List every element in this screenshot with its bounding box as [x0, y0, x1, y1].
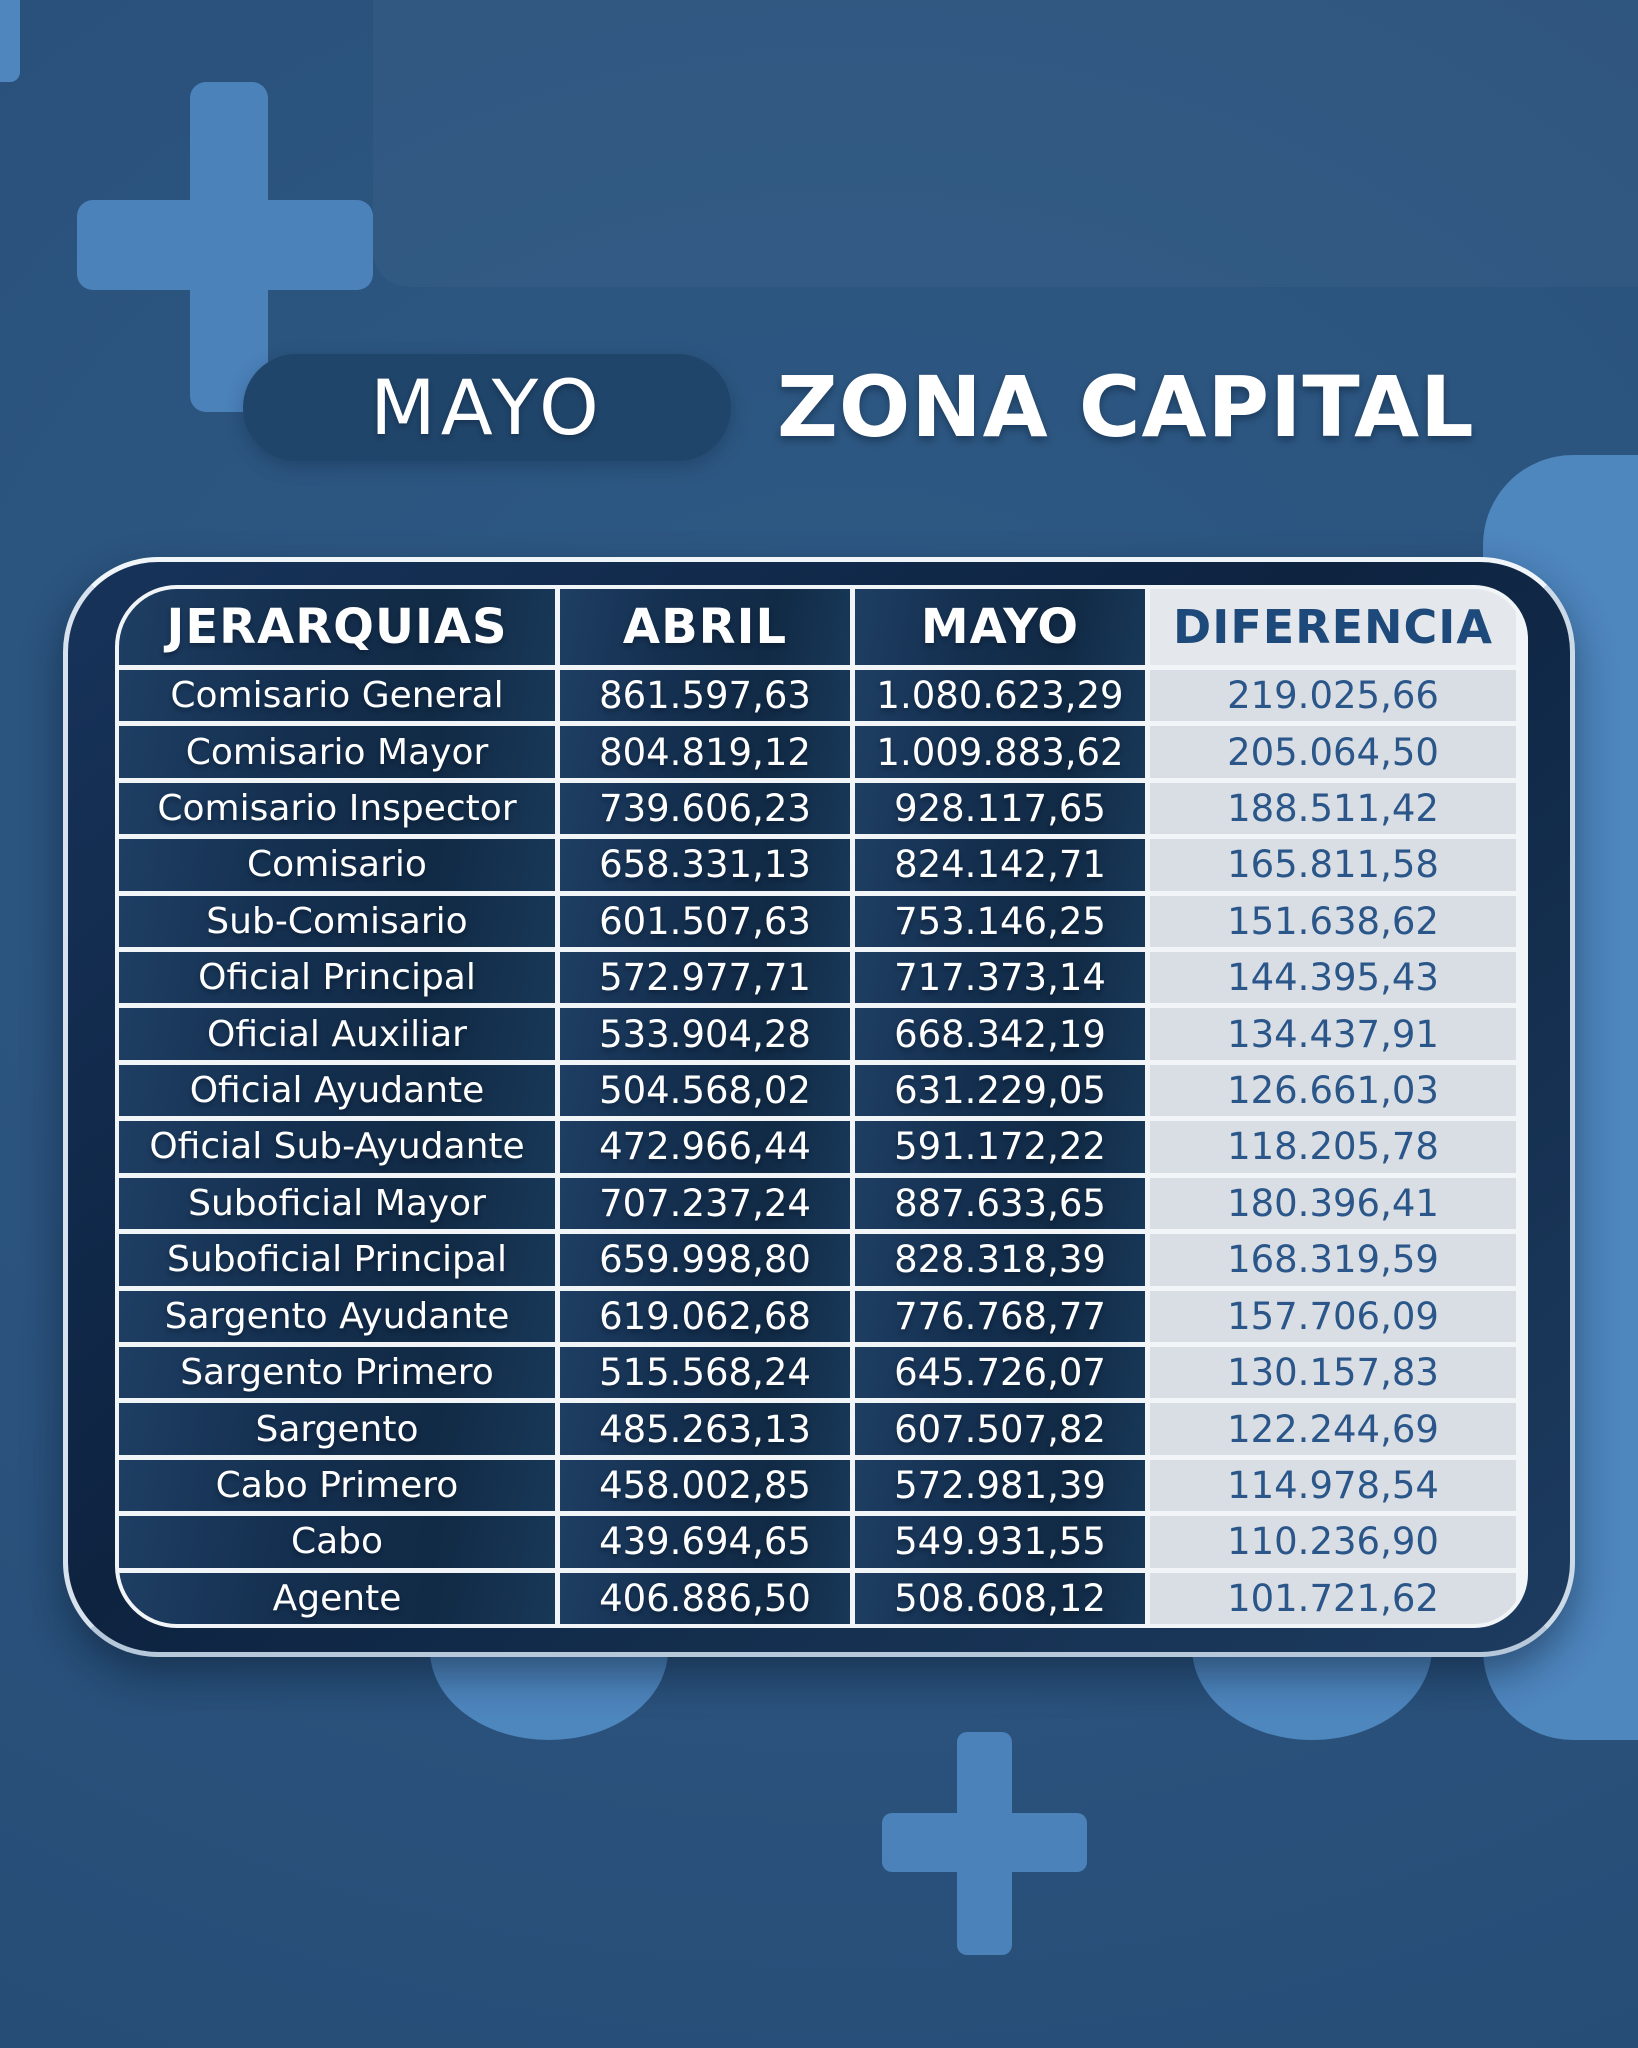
mayo-cell: 1.080.623,29 [855, 670, 1145, 722]
mayo-cell: 572.981,39 [855, 1459, 1145, 1512]
zone-title: ZONA CAPITAL [777, 358, 1475, 456]
diferencia-cell: 130.157,83 [1150, 1346, 1516, 1399]
rank-cell: Sargento [119, 1403, 555, 1455]
rank-cell: Suboficial Mayor [119, 1177, 555, 1230]
rank-cell: Oficial Auxiliar [119, 1008, 555, 1060]
plus-icon [77, 82, 373, 412]
rank-cell: Sub-Comisario [119, 895, 555, 948]
rank-cell: Agente [119, 1572, 555, 1624]
abril-cell: 515.568,24 [560, 1346, 850, 1399]
mayo-cell: 631.229,05 [855, 1064, 1145, 1117]
rank-cell: Oficial Ayudante [119, 1064, 555, 1117]
diferencia-cell: 151.638,62 [1150, 895, 1516, 948]
abril-cell: 659.998,80 [560, 1234, 850, 1286]
diferencia-cell: 134.437,91 [1150, 1008, 1516, 1060]
mayo-cell: 645.726,07 [855, 1346, 1145, 1399]
diferencia-cell: 110.236,90 [1150, 1516, 1516, 1568]
abril-cell: 439.694,65 [560, 1516, 850, 1568]
mayo-cell: 824.142,71 [855, 839, 1145, 891]
abril-cell: 707.237,24 [560, 1177, 850, 1230]
abril-cell: 406.886,50 [560, 1572, 850, 1624]
mayo-cell: 828.318,39 [855, 1234, 1145, 1286]
abril-cell: 804.819,12 [560, 726, 850, 778]
abril-cell: 739.606,23 [560, 782, 850, 835]
rank-cell: Oficial Principal [119, 952, 555, 1004]
month-label: MAYO [370, 362, 604, 452]
rank-cell: Suboficial Principal [119, 1234, 555, 1286]
abril-cell: 458.002,85 [560, 1459, 850, 1512]
mayo-cell: 717.373,14 [855, 952, 1145, 1004]
mayo-cell: 508.608,12 [855, 1572, 1145, 1624]
diferencia-cell: 114.978,54 [1150, 1459, 1516, 1512]
salary-table: JERARQUIAS ABRIL MAYO DIFERENCIA Comisar… [115, 585, 1528, 1628]
mayo-cell: 753.146,25 [855, 895, 1145, 948]
rank-cell: Comisario General [119, 670, 555, 722]
diferencia-cell: 168.319,59 [1150, 1234, 1516, 1286]
mayo-cell: 928.117,65 [855, 782, 1145, 835]
mayo-cell: 776.768,77 [855, 1290, 1145, 1342]
column-header-mayo: MAYO [855, 589, 1145, 665]
diferencia-cell: 126.661,03 [1150, 1064, 1516, 1117]
abril-cell: 601.507,63 [560, 895, 850, 948]
rank-cell: Cabo [119, 1516, 555, 1568]
abril-cell: 619.062,68 [560, 1290, 850, 1342]
rank-cell: Sargento Ayudante [119, 1290, 555, 1342]
diferencia-cell: 188.511,42 [1150, 782, 1516, 835]
column-header-abril: ABRIL [560, 589, 850, 665]
column-header-jerarquias: JERARQUIAS [119, 589, 555, 665]
abril-cell: 572.977,71 [560, 952, 850, 1004]
rank-cell: Comisario Mayor [119, 726, 555, 778]
rank-cell: Comisario Inspector [119, 782, 555, 835]
mayo-cell: 591.172,22 [855, 1121, 1145, 1173]
rank-cell: Sargento Primero [119, 1346, 555, 1399]
rank-cell: Cabo Primero [119, 1459, 555, 1512]
rank-cell: Comisario [119, 839, 555, 891]
diferencia-cell: 101.721,62 [1150, 1572, 1516, 1624]
mayo-cell: 1.009.883,62 [855, 726, 1145, 778]
diferencia-cell: 219.025,66 [1150, 670, 1516, 722]
diferencia-cell: 180.396,41 [1150, 1177, 1516, 1230]
diferencia-cell: 122.244,69 [1150, 1403, 1516, 1455]
mayo-cell: 887.633,65 [855, 1177, 1145, 1230]
abril-cell: 658.331,13 [560, 839, 850, 891]
mayo-cell: 549.931,55 [855, 1516, 1145, 1568]
top-highlight-panel [373, 0, 1638, 287]
plus-icon [882, 1732, 1087, 1955]
rank-cell: Oficial Sub-Ayudante [119, 1121, 555, 1173]
mayo-cell: 668.342,19 [855, 1008, 1145, 1060]
salary-table-card: JERARQUIAS ABRIL MAYO DIFERENCIA Comisar… [63, 557, 1575, 1657]
abril-cell: 504.568,02 [560, 1064, 850, 1117]
abril-cell: 472.966,44 [560, 1121, 850, 1173]
diferencia-cell: 118.205,78 [1150, 1121, 1516, 1173]
abril-cell: 861.597,63 [560, 670, 850, 722]
diferencia-cell: 165.811,58 [1150, 839, 1516, 891]
column-header-diferencia: DIFERENCIA [1150, 589, 1516, 665]
abril-cell: 533.904,28 [560, 1008, 850, 1060]
page-title: MAYO ZONA CAPITAL [243, 352, 1475, 462]
diferencia-cell: 205.064,50 [1150, 726, 1516, 778]
mayo-cell: 607.507,82 [855, 1403, 1145, 1455]
abril-cell: 485.263,13 [560, 1403, 850, 1455]
month-badge: MAYO [243, 353, 731, 461]
corner-accent-shape [0, 0, 20, 82]
diferencia-cell: 157.706,09 [1150, 1290, 1516, 1342]
diferencia-cell: 144.395,43 [1150, 952, 1516, 1004]
